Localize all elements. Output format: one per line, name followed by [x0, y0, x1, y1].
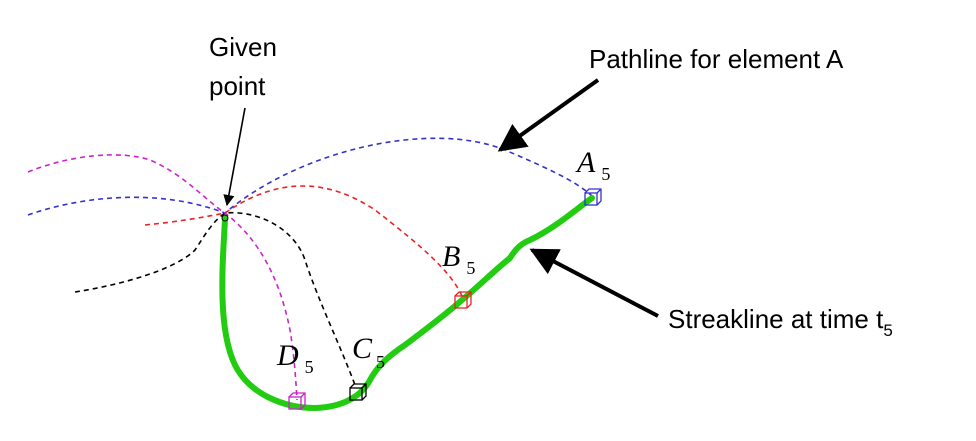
- element-a-cube: [584, 188, 602, 206]
- pathline-d: [27, 154, 298, 401]
- streakline: [219, 195, 595, 411]
- streakline-label: Streakline at time t5: [668, 304, 893, 340]
- given-point-dot: [221, 214, 229, 222]
- given-point-arrow: [223, 107, 246, 207]
- element-d-cube: [288, 392, 306, 410]
- pathline-b: [144, 185, 463, 297]
- given-point-label-line2: point: [209, 71, 266, 101]
- pathline-arrow: [497, 78, 600, 152]
- pathline-label: Pathline for element A: [589, 44, 844, 74]
- pathline-a: [27, 137, 593, 216]
- element-b-cube: [454, 291, 472, 309]
- streakline-arrow: [529, 248, 659, 318]
- given-point-label-line1: Given: [209, 32, 277, 62]
- pathline-c: [74, 211, 356, 386]
- element-c-cube: [349, 383, 367, 401]
